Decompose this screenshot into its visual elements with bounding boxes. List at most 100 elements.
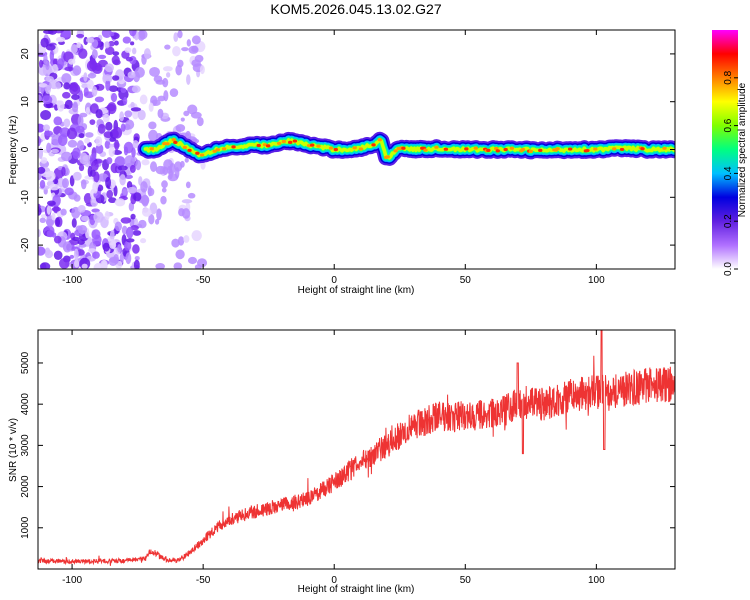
spectrogram-hotspot	[256, 143, 261, 148]
spectrogram-noise-blob	[126, 238, 135, 243]
spectrogram-noise-blob	[155, 262, 166, 269]
spectrogram-hotspot	[434, 145, 439, 149]
spectrogram-noise-blob	[71, 94, 80, 100]
spectrogram-noise-blob	[73, 194, 81, 202]
spectrogram-noise-blob	[117, 165, 128, 171]
spectrogram-hotspot	[385, 155, 390, 159]
snr-x-tick-label: -100	[62, 575, 82, 586]
spectrogram-noise-blob	[47, 200, 56, 206]
spectrogram-noise-blob	[128, 30, 137, 37]
spectrogram-noise-blob	[78, 90, 84, 102]
spectrogram-noise-blob	[61, 166, 66, 177]
snr-panel: -100 -50 0 50 100 1000 2000 3000 4000 5000 Heigh…	[8, 329, 676, 595]
spectrogram-hotspot	[486, 148, 491, 152]
spectrogram-noise-blob	[147, 187, 155, 197]
spectrogram-noise-blob	[119, 174, 126, 186]
spectrogram-hotspot	[292, 139, 298, 143]
spectrogram-noise-blob	[53, 116, 63, 126]
spectrogram-hotspot	[333, 147, 338, 152]
spectrogram-noise-blob	[89, 58, 97, 70]
spectrogram-noise-blob	[105, 121, 113, 131]
spectrogram-noise-blob	[76, 33, 85, 38]
spectrogram-noise-blob	[104, 41, 110, 49]
spectrogram-noise-blob	[40, 157, 48, 164]
spectrogram-noise-blob	[125, 119, 135, 130]
spectrogram-noise-blob	[63, 82, 71, 90]
spectrogram-noise-blob	[95, 108, 103, 119]
spectrogram-hotspot	[619, 147, 625, 152]
spectrogram-noise-blob	[122, 36, 131, 44]
spectrogram-noise-blob	[108, 85, 119, 92]
spectrogram-noise-blob	[166, 72, 171, 78]
spectrogram-x-tick-label: 100	[588, 275, 605, 286]
spectrogram-noise-blob	[45, 84, 51, 94]
spectrogram-noise-blob	[84, 137, 90, 144]
spectrogram-noise-blob	[77, 239, 85, 245]
spectrogram-noise-blob	[45, 76, 54, 83]
spectrogram-noise-blob	[104, 46, 115, 56]
spectrogram-noise-blob	[38, 59, 44, 68]
spectrogram-noise-blob	[129, 164, 136, 173]
spectrogram-noise-blob	[93, 211, 104, 223]
spectrogram-noise-blob	[128, 201, 135, 212]
spectrogram-noise-blob	[177, 30, 183, 39]
spectrogram-noise-blob	[161, 187, 167, 193]
spectrogram-noise-blob	[172, 46, 181, 57]
spectrogram-hotspot	[371, 143, 376, 147]
spectrogram-noise-blob	[49, 183, 60, 191]
spectrogram-noise-blob	[160, 195, 167, 205]
spectrogram-noise-blob	[125, 252, 132, 265]
spectrogram-hotspot	[555, 147, 560, 151]
spectrogram-noise-blob	[173, 32, 179, 43]
spectrogram-noise-blob	[120, 87, 127, 93]
spectrogram-noise-blob	[199, 64, 205, 75]
spectrogram-noise-blob	[57, 100, 65, 112]
spectrogram-noise-blob	[87, 248, 97, 253]
spectrogram-noise-blob	[91, 86, 98, 97]
snr-x-tick-label: 50	[460, 575, 472, 586]
spectrogram-noise-blob	[72, 236, 80, 242]
spectrogram-noise-blob	[108, 256, 118, 266]
spectrogram-noise-blob	[161, 180, 168, 189]
colorbar-tick-label: 0.2	[723, 214, 734, 228]
spectrogram-noise-blob	[38, 166, 46, 174]
spectrogram-noise-blob	[83, 87, 89, 96]
spectrogram-hotspot	[503, 147, 508, 152]
spectrogram-noise-blob	[57, 58, 64, 70]
spectrogram-hotspot	[221, 147, 227, 151]
spectrogram-noise-blob	[109, 229, 115, 241]
spectrogram-noise-blob	[46, 229, 55, 238]
spectrogram-noise-blob	[109, 32, 115, 37]
spectrogram-noise-blob	[113, 129, 118, 136]
spectrogram-noise-blob	[133, 259, 140, 269]
spectrogram-y-label: Frequency (Hz)	[8, 116, 19, 185]
spectrogram-noise-blob	[117, 244, 122, 253]
spectrogram-noise-blob	[106, 189, 114, 199]
spectrogram-noise-blob	[126, 186, 138, 194]
spectrogram-noise-blob	[111, 55, 120, 65]
spectrogram-noise-blob	[124, 240, 132, 251]
spectrogram-hotspot	[520, 147, 526, 152]
colorbar-tick-label: 0.6	[723, 118, 734, 132]
spectrogram-hotspot	[187, 148, 192, 152]
spectrogram-noise-blob	[38, 94, 42, 103]
spectrogram-hotspot	[528, 149, 534, 153]
spectrogram-noise-blob	[186, 39, 191, 47]
spectrogram-noise-blob	[87, 165, 93, 177]
spectrogram-hotspot	[173, 140, 178, 144]
spectrogram-noise-blob	[89, 119, 96, 126]
spectrogram-noise-blob	[78, 48, 88, 59]
spectrogram-noise-blob	[149, 66, 160, 77]
spectrogram-noise-blob	[119, 111, 125, 122]
colorbar-tick-label: 0.0	[723, 262, 734, 276]
spectrogram-noise-blob	[104, 210, 110, 221]
snr-x-tick-label: 100	[588, 575, 605, 586]
spectrogram-x-tick-label: -50	[196, 275, 211, 286]
spectrogram-noise-blob	[131, 85, 141, 93]
spectrogram-noise-blob	[126, 226, 134, 239]
spectrogram-noise-blob	[110, 92, 118, 103]
spectrogram-noise-blob	[185, 181, 191, 189]
spectrogram-noise-blob	[91, 208, 100, 213]
spectrogram-noise-blob	[40, 37, 49, 48]
